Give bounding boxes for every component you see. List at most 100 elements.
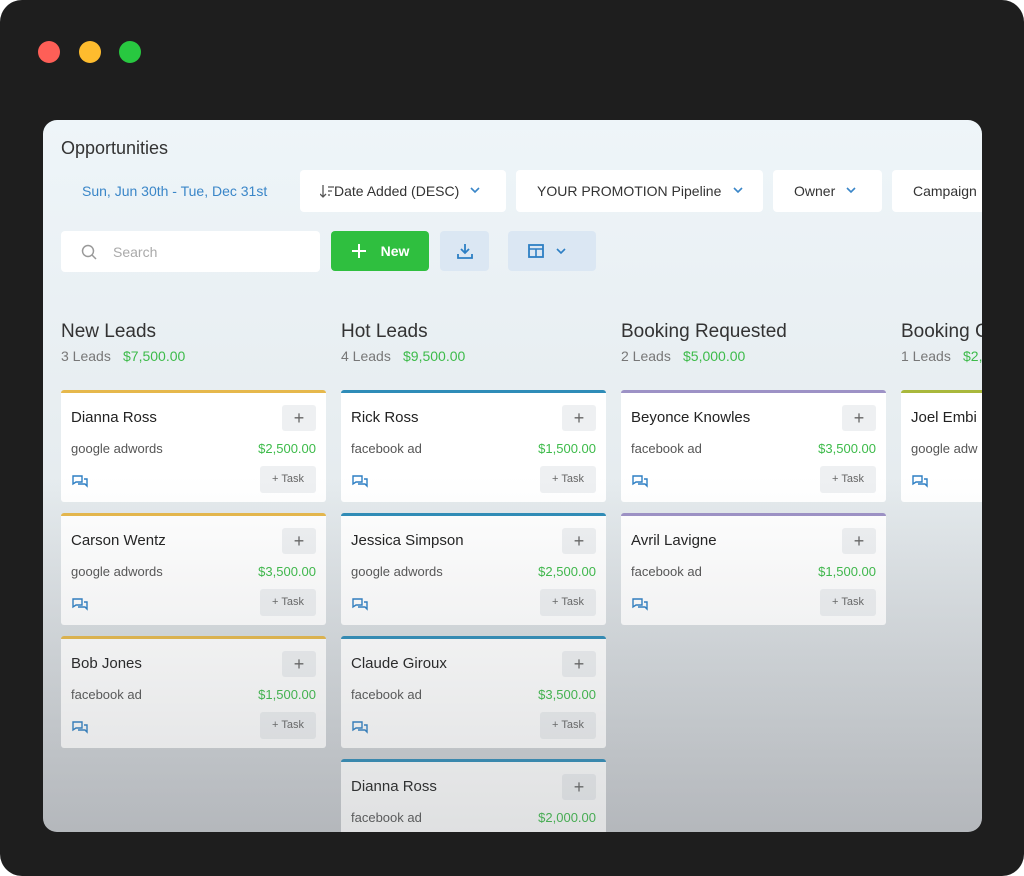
lead-card[interactable]: Joel Embi+google adw+ Task xyxy=(901,390,982,502)
task-button[interactable]: + Task xyxy=(540,712,596,739)
lead-source: facebook ad xyxy=(351,441,422,456)
chat-icon xyxy=(72,598,88,611)
lead-name: Rick Ross xyxy=(351,409,419,426)
chat-button[interactable] xyxy=(631,597,649,616)
lead-name: Claude Giroux xyxy=(351,655,447,672)
lead-count: 3 Leads xyxy=(61,348,111,364)
task-button[interactable]: + Task xyxy=(260,466,316,493)
lead-card[interactable]: Jessica Simpson + google adwords $2,500.00 +… xyxy=(341,513,606,625)
lead-name: Avril Lavigne xyxy=(631,532,717,549)
add-button[interactable]: + xyxy=(282,651,316,677)
new-button[interactable]: New xyxy=(331,231,429,271)
column-total: $2, xyxy=(963,348,982,364)
lead-source: facebook ad xyxy=(631,441,702,456)
lead-name: Bob Jones xyxy=(71,655,142,672)
add-button[interactable]: + xyxy=(282,528,316,554)
chat-button[interactable] xyxy=(911,474,929,493)
filter-label: Campaign xyxy=(913,183,977,199)
download-icon xyxy=(456,244,473,259)
lead-card[interactable]: Dianna Ross + google adwords $2,500.00 + Tas… xyxy=(61,390,326,502)
task-button[interactable]: + Task xyxy=(260,712,316,739)
new-label: New xyxy=(380,243,410,259)
add-button[interactable]: + xyxy=(562,774,596,800)
chat-button[interactable] xyxy=(71,597,89,616)
column-total: $9,500.00 xyxy=(403,348,466,364)
task-button[interactable]: + Task xyxy=(260,589,316,616)
add-button[interactable]: + xyxy=(842,405,876,431)
add-button[interactable]: + xyxy=(282,405,316,431)
lead-source: facebook ad xyxy=(71,687,142,702)
view-button[interactable] xyxy=(508,231,596,271)
column-title: Booking C xyxy=(901,321,982,342)
date-range[interactable]: Sun, Jun 30th - Tue, Dec 31st xyxy=(82,183,268,199)
add-button[interactable]: + xyxy=(562,651,596,677)
close-dot[interactable] xyxy=(38,41,60,63)
filter-label: YOUR PROMOTION Pipeline xyxy=(537,183,722,199)
filter-label: Date Added (DESC) xyxy=(334,183,460,199)
lead-card[interactable]: Beyonce Knowles + facebook ad $3,500.00 + Ta… xyxy=(621,390,886,502)
lead-value: $3,500.00 xyxy=(818,441,876,456)
zoom-dot[interactable] xyxy=(119,41,141,63)
lead-name: Dianna Ross xyxy=(351,778,437,795)
chat-button[interactable] xyxy=(351,474,369,493)
owner-filter[interactable]: Owner xyxy=(773,170,882,212)
pipeline-filter[interactable]: YOUR PROMOTION Pipeline xyxy=(516,170,763,212)
sort-filter[interactable]: Date Added (DESC) xyxy=(300,170,506,212)
chat-button[interactable] xyxy=(71,474,89,493)
task-button[interactable]: + Task xyxy=(820,466,876,493)
task-button[interactable]: + Task xyxy=(540,589,596,616)
chat-icon xyxy=(632,475,648,488)
chat-icon xyxy=(352,598,368,611)
lead-count: 4 Leads xyxy=(341,348,391,364)
view-icon xyxy=(528,244,566,258)
lead-source: google adw xyxy=(911,441,978,456)
chevron xyxy=(733,187,743,194)
lead-value: $2,000.00 xyxy=(538,810,596,825)
lead-source: facebook ad xyxy=(351,687,422,702)
campaign-filter[interactable]: Campaign xyxy=(892,170,982,212)
add-button[interactable]: + xyxy=(842,528,876,554)
chevron xyxy=(470,187,480,194)
chat-button[interactable] xyxy=(631,474,649,493)
task-button[interactable]: + Task xyxy=(540,466,596,493)
chat-icon xyxy=(352,721,368,734)
sort-icon xyxy=(320,185,334,198)
lead-source: google adwords xyxy=(71,441,163,456)
lead-value: $1,500.00 xyxy=(258,687,316,702)
search-icon xyxy=(81,244,97,260)
chat-button[interactable] xyxy=(351,720,369,739)
add-button[interactable]: + xyxy=(562,528,596,554)
lead-name: Carson Wentz xyxy=(71,532,166,549)
lead-source: facebook ad xyxy=(351,810,422,825)
lead-name: Joel Embi xyxy=(911,409,977,426)
lead-card[interactable]: Avril Lavigne + facebook ad $1,500.00 + Task xyxy=(621,513,886,625)
lead-card[interactable]: Rick Ross + facebook ad $1,500.00 + Task xyxy=(341,390,606,502)
lead-card[interactable]: Bob Jones + facebook ad $1,500.00 + Task xyxy=(61,636,326,748)
chat-button[interactable] xyxy=(71,720,89,739)
lead-card[interactable]: Claude Giroux + facebook ad $3,500.00 + Task xyxy=(341,636,606,748)
lead-value: $3,500.00 xyxy=(258,564,316,579)
task-button[interactable]: + Task xyxy=(820,589,876,616)
search-box[interactable]: Search xyxy=(61,231,320,272)
chat-icon xyxy=(72,721,88,734)
lead-name: Beyonce Knowles xyxy=(631,409,751,426)
lead-source: google adwords xyxy=(351,564,443,579)
lead-name: Jessica Simpson xyxy=(351,532,464,549)
lead-card[interactable]: Carson Wentz + google adwords $3,500.00 + Ta… xyxy=(61,513,326,625)
column-title: Booking Requested xyxy=(621,321,787,342)
search-placeholder: Search xyxy=(113,243,158,260)
panel: Opportunities Sun, Jun 30th - Tue, Dec 3… xyxy=(43,120,982,832)
lead-name: Dianna Ross xyxy=(71,409,157,426)
lead-value: $2,500.00 xyxy=(538,564,596,579)
lead-card[interactable]: Dianna Ross+facebook ad$2,000.00+ Task xyxy=(341,759,606,832)
chat-icon xyxy=(352,475,368,488)
add-button[interactable]: + xyxy=(562,405,596,431)
minimize-dot[interactable] xyxy=(79,41,101,63)
chat-icon xyxy=(912,475,928,488)
plus-icon xyxy=(351,244,366,258)
chat-button[interactable] xyxy=(351,597,369,616)
download-button[interactable] xyxy=(440,231,489,271)
column-total: $5,000.00 xyxy=(683,348,746,364)
chat-icon xyxy=(72,475,88,488)
